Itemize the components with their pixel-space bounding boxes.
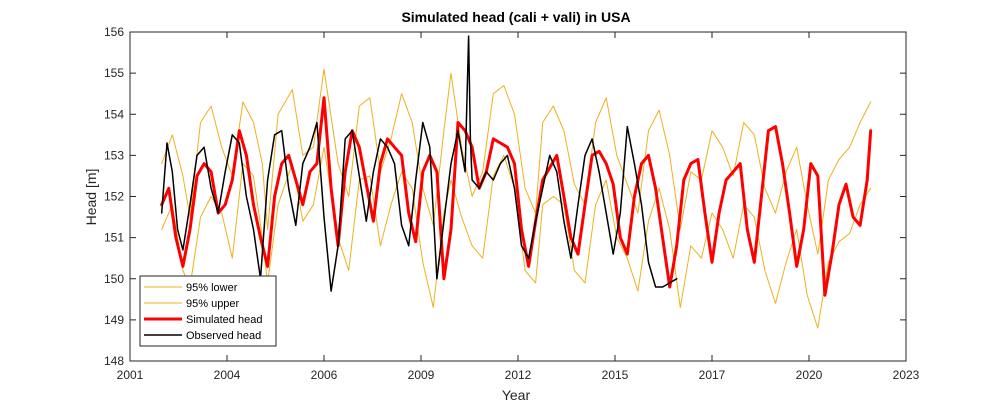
series-line-observed-head: [160, 35, 678, 292]
x-axis-title: Year: [502, 387, 531, 403]
y-axis-title: Head [m]: [83, 169, 99, 226]
series-line-95-upper: [161, 68, 872, 255]
legend-label-95-upper: 95% upper: [186, 298, 240, 310]
y-tick-label: 152: [104, 190, 124, 204]
y-tick-label: 151: [104, 231, 124, 245]
x-tick-label: 2001: [117, 368, 144, 382]
series-line-simulated-head: [160, 96, 873, 297]
y-tick-label: 153: [104, 148, 124, 162]
y-tick-label: 156: [104, 25, 124, 39]
y-tick-label: 154: [104, 107, 124, 121]
x-tick-label: 2015: [602, 368, 629, 382]
x-tick-label: 2009: [408, 368, 435, 382]
legend: 95% lower 95% upper Simulated head Observed…: [139, 275, 277, 347]
series-group: [160, 35, 873, 329]
x-tick-label: 2006: [311, 368, 338, 382]
y-tick-label: 155: [104, 66, 124, 80]
plot-area: 2001 2004 2006 2009 2012 2015 2017 2020 2023 148 1…: [104, 25, 920, 382]
x-tick-label: 2012: [505, 368, 532, 382]
y-tick-label: 148: [104, 354, 124, 368]
x-tick-label: 2020: [796, 368, 823, 382]
legend-label-observed-head: Observed head: [186, 330, 261, 342]
x-tick-label: 2004: [214, 368, 241, 382]
y-tick-label: 150: [104, 272, 124, 286]
legend-label-simulated-head: Simulated head: [186, 314, 262, 326]
chart-title: Simulated head (cali + vali) in USA: [401, 9, 630, 25]
y-tick-label: 149: [104, 313, 124, 327]
x-tick-label: 2023: [893, 368, 920, 382]
legend-label-95-lower: 95% lower: [186, 282, 238, 294]
x-tick-label: 2017: [699, 368, 726, 382]
